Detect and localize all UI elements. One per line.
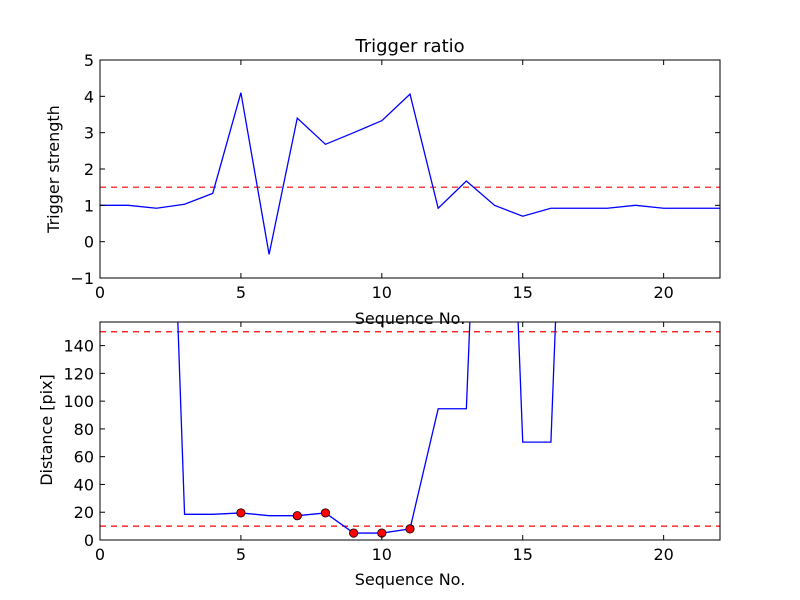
bottom-plot-area [100, 322, 720, 538]
bottom-x-tick-label: 0 [95, 545, 105, 564]
top-y-tick-label: 3 [84, 124, 94, 143]
top-y-tick-label: −1 [70, 269, 94, 288]
bottom-data-point [292, 511, 302, 521]
top-x-axis-label: Sequence No. [355, 309, 466, 328]
bottom-x-tick-label: 20 [653, 545, 673, 564]
top-y-tick-label: 0 [84, 233, 94, 252]
top-y-tick-label: 2 [84, 160, 94, 179]
bottom-data-point [320, 508, 331, 518]
bottom-y-tick-label: 0 [84, 531, 94, 550]
top-y-tick-label: 1 [84, 196, 94, 215]
top-y-axis-label: Trigger strength [44, 105, 63, 234]
bottom-x-tick-label: 5 [236, 545, 246, 564]
bottom-data-point [349, 528, 359, 538]
bottom-x-tick-label: 15 [513, 545, 533, 564]
bottom-y-tick-label: 40 [74, 475, 94, 494]
top-series-line-0 [100, 92, 720, 255]
bottom-data-point [236, 508, 246, 518]
top-x-tick-label: 15 [513, 283, 533, 302]
top-x-tick-label: 10 [372, 283, 392, 302]
bottom-axes: 0 5 10 15 20 0 20 40 60 80 100 120 140 [63, 321, 721, 564]
bottom-y-tick-label: 20 [74, 503, 94, 522]
bottom-y-axis-label: Distance [pix] [37, 374, 56, 486]
top-plot-area [100, 92, 720, 255]
bottom-y-tick-label: 80 [74, 420, 94, 439]
bottom-data-point [405, 524, 415, 534]
chart-title: Trigger ratio [354, 36, 464, 57]
bottom-x-tick-label: 10 [372, 545, 392, 564]
top-y-tick-label: 5 [84, 51, 94, 70]
top-y-tick-label: 4 [84, 87, 94, 106]
bottom-y-tick-label: 120 [63, 364, 94, 383]
bottom-y-tick-label: 100 [63, 392, 94, 411]
bottom-x-axis-label: Sequence No. [355, 570, 466, 589]
bottom-axes-frame [99, 321, 721, 541]
bottom-y-tick-label: 60 [74, 448, 94, 467]
bottom-series-line-0 [177, 322, 557, 534]
top-x-tick-label: 0 [95, 283, 105, 302]
top-x-tick-label: 20 [653, 283, 673, 302]
top-x-tick-label: 5 [236, 283, 246, 302]
bottom-y-tick-label: 140 [63, 337, 94, 356]
top-axes-frame [99, 59, 721, 279]
